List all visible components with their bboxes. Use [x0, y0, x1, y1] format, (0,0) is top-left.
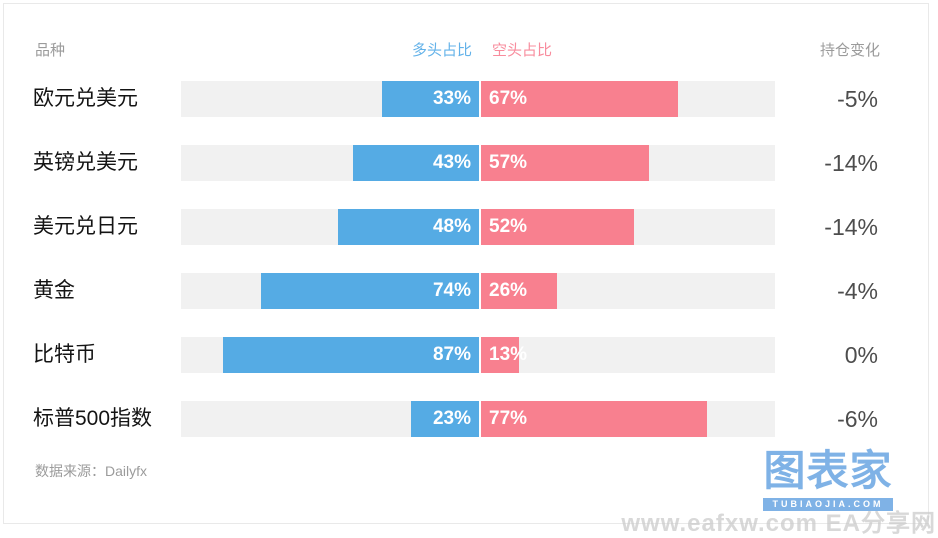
- long-ratio-bar: 48%: [338, 209, 479, 245]
- short-ratio-bar: 77%: [481, 401, 707, 437]
- column-header-short-ratio: 空头占比: [492, 42, 553, 59]
- instrument-label: 英镑兑美元: [33, 151, 138, 174]
- short-ratio-value: 13%: [489, 344, 528, 365]
- tubiaojia-logo: 图表家 TUBIAOJIA.COM: [763, 446, 893, 511]
- position-change-value: -4%: [837, 278, 878, 304]
- bar-divider: [479, 145, 481, 181]
- instrument-label: 美元兑日元: [33, 215, 138, 238]
- column-header-instrument: 品种: [35, 42, 66, 59]
- long-ratio-value: 48%: [432, 216, 471, 237]
- short-ratio-bar: 52%: [481, 209, 634, 245]
- position-change-value: -6%: [837, 406, 878, 432]
- long-ratio-value: 43%: [432, 152, 471, 173]
- long-ratio-bar: 74%: [261, 273, 479, 309]
- instrument-label: 欧元兑美元: [33, 87, 138, 110]
- data-source-label: 数据来源：Dailyfx: [35, 463, 148, 479]
- short-ratio-bar: 67%: [481, 81, 678, 117]
- ratio-bar-track: 33% 67%: [181, 81, 775, 117]
- bar-divider: [479, 273, 481, 309]
- short-ratio-value: 77%: [489, 408, 528, 429]
- logo-domain-badge: TUBIAOJIA.COM: [763, 498, 893, 511]
- bar-divider: [479, 209, 481, 245]
- long-ratio-value: 74%: [432, 280, 471, 301]
- chart-frame: [3, 3, 929, 524]
- ratio-bar-track: 87% 13%: [181, 337, 775, 373]
- long-ratio-bar: 23%: [411, 401, 479, 437]
- long-ratio-value: 23%: [432, 408, 471, 429]
- bar-divider: [479, 401, 481, 437]
- short-ratio-value: 67%: [489, 88, 528, 109]
- short-ratio-bar: 26%: [481, 273, 557, 309]
- position-change-value: -14%: [824, 150, 878, 176]
- logo-title: 图表家: [763, 447, 893, 494]
- short-ratio-value: 57%: [489, 152, 528, 173]
- long-ratio-value: 33%: [432, 88, 471, 109]
- long-ratio-bar: 43%: [353, 145, 479, 181]
- column-header-position-change: 持仓变化: [819, 42, 880, 59]
- bar-divider: [479, 81, 481, 117]
- short-ratio-bar: 57%: [481, 145, 649, 181]
- ratio-bar-track: 43% 57%: [181, 145, 775, 181]
- ratio-bar-track: 23% 77%: [181, 401, 775, 437]
- ratio-bar-track: 48% 52%: [181, 209, 775, 245]
- long-ratio-bar: 87%: [223, 337, 479, 373]
- long-ratio-value: 87%: [432, 344, 471, 365]
- bar-divider: [479, 337, 481, 373]
- ratio-bar-track: 74% 26%: [181, 273, 775, 309]
- short-ratio-bar: 13%: [481, 337, 528, 373]
- short-ratio-value: 26%: [489, 280, 528, 301]
- short-ratio-value: 52%: [489, 216, 528, 237]
- column-header-long-ratio: 多头占比: [411, 42, 472, 59]
- long-ratio-bar: 33%: [382, 81, 479, 117]
- instrument-label: 标普500指数: [33, 407, 153, 430]
- position-change-value: -14%: [824, 214, 878, 240]
- position-change-value: 0%: [844, 342, 878, 368]
- instrument-label: 黄金: [33, 279, 75, 302]
- watermark-text: www.eafxw.com EA分享网: [621, 510, 936, 537]
- position-change-value: -5%: [837, 86, 878, 112]
- instrument-label: 比特币: [33, 343, 96, 366]
